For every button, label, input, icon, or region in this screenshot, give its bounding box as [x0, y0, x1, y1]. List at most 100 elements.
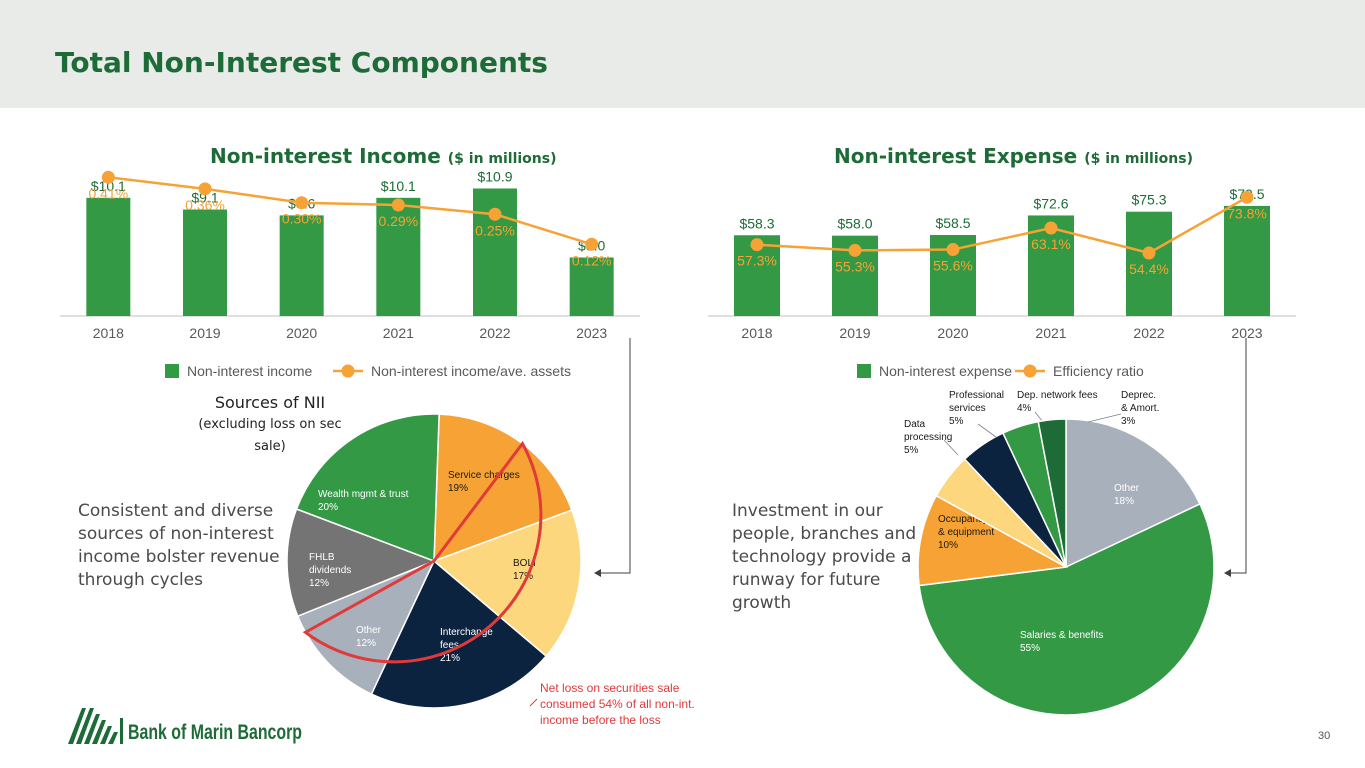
nii-pie-slice-label-line: Interchange [440, 627, 493, 638]
nie-pie-leader-line [977, 423, 997, 438]
logo-mark-icon [68, 708, 123, 744]
nii-bar-label: $10.9 [477, 168, 512, 184]
nie-pie-slice-label: Professional services 5% [949, 390, 1004, 427]
nie-pie-slice-label: Occupancy & equipment 10% [938, 514, 994, 551]
nie-pie-chart: Other 18% Salaries & benefits 55% Occupancy &… [904, 390, 1215, 716]
right-commentary-line: Investment in our [732, 501, 883, 521]
nii-ratio-label: 0.36% [185, 197, 225, 213]
nie-ratio-point [848, 243, 862, 257]
nii-ratio-label: 0.41% [88, 185, 128, 201]
connector-arrows [594, 338, 1247, 577]
nii-tick-label: 2018 [93, 325, 124, 341]
nii-pie-slice-label-line: dividends [309, 565, 351, 576]
nii-pie-title: Sources of NII (excluding loss on sec sa… [185, 392, 355, 458]
nii-pie-slice [432, 509, 582, 658]
left-commentary: Consistent and diverse sources of non-in… [78, 500, 280, 592]
nii-pie-slice-label-line: 21% [440, 653, 460, 664]
nii-pie-slice [295, 413, 440, 563]
nie-pie-slice-label-line: Salaries & benefits [1020, 630, 1103, 641]
left-commentary-line: through cycles [78, 570, 203, 590]
right-chart-title: Non-interest Expense ($ in millions) [834, 144, 1193, 168]
nie-bar-chart: $58.3 2018 $58.0 2019 $58.5 2020 $72.6 2021 $75.… [708, 186, 1296, 379]
nie-bar-label: $58.3 [739, 215, 774, 231]
nii-pie-slice [370, 559, 548, 709]
left-commentary-line: Consistent and diverse [78, 501, 274, 521]
page-title: Total Non-Interest Components [55, 46, 548, 79]
nie-ratio-point [1240, 190, 1254, 204]
left-commentary-line: income bolster revenue [78, 547, 280, 567]
nie-ratio-line [756, 196, 1248, 255]
nii-tick-label: 2019 [189, 325, 220, 341]
nii-legend-swatch [165, 364, 179, 378]
nii-pie-slice-label-line: Other [356, 625, 382, 636]
nii-pie-slice-label: BOLI 17% [513, 558, 536, 582]
nii-ratio-label: 0.12% [572, 252, 612, 268]
nii-ratio-point [488, 207, 502, 221]
nii-bar [86, 197, 131, 316]
nii-ratio-point [198, 182, 212, 196]
nii-legend-label: Non-interest income [187, 363, 312, 379]
nii-pie-slice-label: Interchange fees 21% [440, 627, 493, 664]
nie-pie-slice-label-line: Occupancy [938, 514, 988, 525]
left-chart-title-text: Non-interest Income [210, 144, 441, 168]
nie-arrowhead-icon [1224, 569, 1231, 577]
left-chart-unit: ($ in millions) [447, 151, 557, 167]
nie-pie-slice-label-line: 4% [1017, 403, 1032, 414]
nii-ratio-point [391, 198, 405, 212]
nie-ratio-label: 55.6% [933, 258, 973, 274]
right-chart-title-text: Non-interest Expense [834, 144, 1078, 168]
nie-pie-slice-label-line: Professional [949, 390, 1004, 401]
nie-ratio-point [750, 238, 764, 252]
nii-bar [183, 209, 227, 316]
right-commentary-line: growth [732, 593, 792, 613]
nii-pie-slice [433, 413, 573, 563]
right-commentary-line: people, branches and [732, 524, 917, 544]
nie-pie-slice-label: Salaries & benefits 55% [1020, 630, 1103, 654]
nii-pie-slice-label-line: 12% [356, 638, 376, 649]
nii-pie-slice-label-line: 17% [513, 571, 533, 582]
nii-pie-slice-label: FHLB dividends 12% [309, 552, 351, 589]
nii-pie-slice-label-line: 20% [318, 502, 338, 513]
nie-pie-slice-label-line: Other [1114, 483, 1140, 494]
nie-pie-slice-label-line: services [949, 403, 986, 414]
nii-pie-subtitle: (excluding loss on sec sale) [198, 417, 342, 454]
nii-pie-slice-label: Service charges 19% [448, 470, 520, 494]
nie-bar-label: $58.5 [935, 215, 970, 231]
nii-pie-annotation-line: income before the loss [540, 713, 661, 727]
nii-pie-annotation-line: Net loss on securities sale [540, 681, 680, 695]
nii-pie-annotation-line: consumed 54% of all non-int. [540, 697, 695, 711]
nie-pie-slice-label: Data processing 5% [904, 419, 952, 456]
nie-ratio-point [1044, 221, 1058, 235]
nii-bar [376, 197, 421, 316]
bank-logo: Bank of Marin Bancorp [68, 708, 302, 744]
nii-ratio-point [101, 170, 115, 184]
nii-bar [569, 257, 614, 316]
nii-tick-label: 2023 [576, 325, 607, 341]
nie-bar-label: $58.0 [837, 216, 872, 232]
nie-pie-leader-line [1087, 413, 1122, 423]
nie-pie-slice-label-line: 5% [904, 445, 919, 456]
nii-tick-label: 2021 [383, 325, 414, 341]
nie-bar-label: $72.6 [1033, 195, 1068, 211]
nii-bar-chart: $10.12018$9.12019$8.62020$10.12021$10.92… [60, 168, 640, 379]
nie-pie-slice-label: Other 18% [1114, 483, 1140, 507]
nie-pie-slice-label-line: & equipment [938, 527, 994, 538]
nie-legend-label: Non-interest expense [879, 363, 1012, 379]
nie-tick-label: 2023 [1231, 325, 1262, 341]
nii-pie-slice-label-line: fees [440, 640, 459, 651]
nie-bar [1126, 211, 1172, 316]
nie-pie-slice-label-line: 10% [938, 540, 958, 551]
nie-legend-swatch [857, 364, 871, 378]
nii-arrowhead-icon [594, 569, 601, 577]
nii-ratio-label: 0.25% [475, 222, 515, 238]
header-band [0, 0, 1365, 108]
nie-tick-label: 2021 [1035, 325, 1066, 341]
nii-pie-slice-label-line: FHLB [309, 552, 335, 563]
nie-pie-slice-label-line: processing [904, 432, 952, 443]
nie-tick-label: 2022 [1133, 325, 1164, 341]
logo-wordmark: Bank of Marin Bancorp [128, 721, 302, 744]
nie-tick-label: 2019 [839, 325, 870, 341]
nii-tick-label: 2020 [286, 325, 317, 341]
nii-ratio-label: 0.30% [282, 211, 322, 227]
page-number: 30 [1318, 730, 1331, 742]
